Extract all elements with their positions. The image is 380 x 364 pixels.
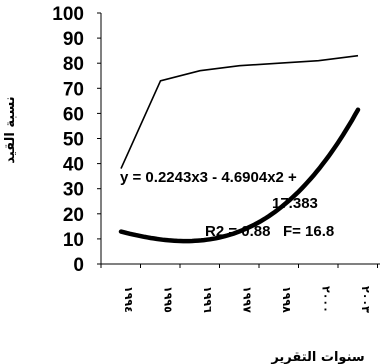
- x-axis-ticks: [100, 264, 378, 268]
- y-tick-label: 100: [52, 4, 84, 25]
- y-tick-label: 10: [63, 230, 84, 251]
- y-tick-label: 30: [63, 180, 84, 201]
- x-tick-label: ١٩٩٦: [201, 286, 214, 313]
- x-tick-label: ٢٠٠٠: [320, 286, 333, 313]
- x-axis-tick-labels: ١٩٩٤ ١٩٩٥ ١٩٩٦ ١٩٩٧ ١٩٩٨ ٢٠٠٠ ٢٠٠٣: [122, 286, 372, 313]
- x-tick-label: ١٩٩٧: [241, 286, 254, 313]
- y-tick-label: 40: [63, 155, 84, 176]
- equation-constant-label: 17.383: [272, 195, 318, 212]
- y-tick-label: 50: [63, 130, 84, 151]
- x-tick-label: ٢٠٠٣: [359, 286, 372, 313]
- trendline: [118, 107, 361, 244]
- y-tick-label: 60: [63, 104, 84, 125]
- y-tick-label: 20: [63, 205, 84, 226]
- y-tick-label: 90: [63, 29, 84, 50]
- y-tick-label: 0: [73, 255, 84, 276]
- r-squared-label: R2 = 0.88 F= 16.8: [205, 223, 334, 240]
- equation-label: y = 0.2243x3 - 4.6904x2 +: [120, 169, 297, 186]
- y-axis-tick-labels: 0 10 20 30 40 50 60 70 80 90 100: [52, 4, 84, 276]
- x-tick-label: ١٩٩٥: [162, 286, 175, 313]
- y-axis-title: نسبة القيد: [3, 96, 18, 163]
- x-tick-label: ١٩٩٨: [280, 286, 293, 313]
- x-axis-title: سنوات التقرير: [270, 350, 364, 364]
- series-line: [120, 54, 359, 169]
- y-axis-ticks: [97, 12, 101, 265]
- y-tick-label: 70: [63, 79, 84, 100]
- x-tick-label: ١٩٩٤: [122, 286, 135, 313]
- y-tick-label: 80: [63, 54, 84, 75]
